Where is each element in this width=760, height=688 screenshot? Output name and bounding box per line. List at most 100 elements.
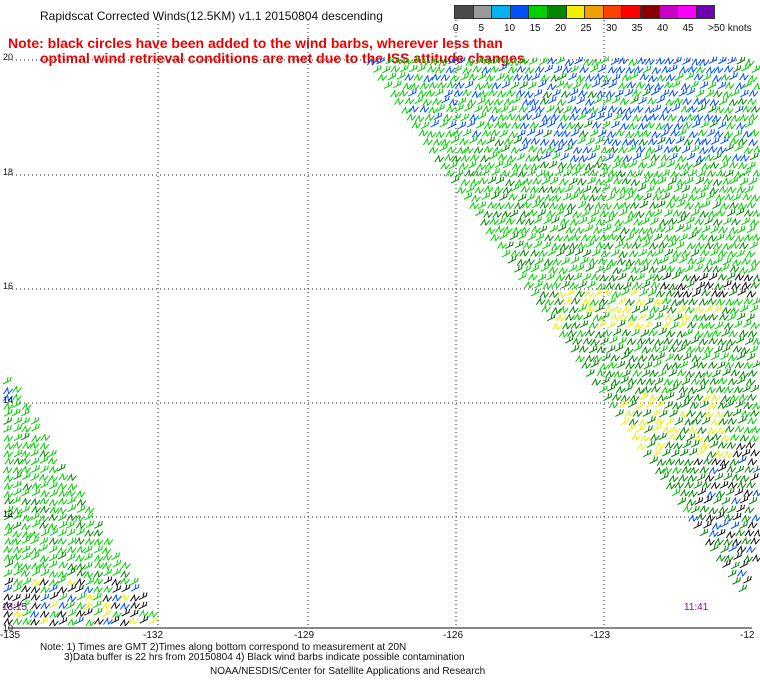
- wind-barb: [442, 113, 453, 122]
- wind-barb: [729, 433, 740, 441]
- wind-barb: [456, 146, 467, 154]
- wind-barb: [730, 368, 741, 377]
- wind-barb: [587, 177, 596, 185]
- wind-barb: [668, 153, 678, 161]
- wind-barb: [741, 281, 752, 289]
- wind-barb: [693, 481, 703, 489]
- wind-barb: [12, 545, 23, 554]
- wind-barb: [694, 241, 705, 250]
- wind-barb: [753, 144, 760, 153]
- wind-barb: [650, 344, 661, 353]
- wind-barb: [129, 577, 139, 586]
- wind-barb: [677, 154, 687, 163]
- wind-barb: [408, 88, 417, 97]
- wind-barb: [530, 264, 540, 273]
- wind-barb: [676, 392, 686, 401]
- wind-barb: [112, 610, 122, 618]
- attitude-note-line-2: optimal wind retrieval conditions are me…: [40, 50, 529, 66]
- longitude-labels: -135 -132 -129 -126 -123 -12: [0, 630, 755, 641]
- wind-barb: [745, 377, 756, 386]
- wind-barb: [21, 545, 31, 553]
- wind-barb: [611, 73, 621, 82]
- wind-barb: [678, 320, 687, 328]
- wind-barb: [493, 185, 504, 194]
- wind-barb: [744, 185, 754, 194]
- wind-barbs: [2, 55, 760, 627]
- wind-barb: [453, 89, 464, 97]
- wind-barb: [3, 617, 14, 625]
- wind-barb: [699, 528, 709, 537]
- wind-barb: [717, 440, 728, 449]
- wind-barb: [718, 185, 729, 193]
- wind-barb: [506, 112, 517, 121]
- wind-barb: [551, 216, 560, 224]
- wind-barb: [547, 56, 557, 65]
- wind-barb: [651, 408, 661, 417]
- wind-barb: [716, 361, 726, 370]
- wind-barb: [664, 441, 675, 449]
- wind-barb: [701, 225, 711, 233]
- wind-barb: [673, 353, 684, 361]
- wind-barb: [538, 249, 549, 257]
- wind-barb: [83, 561, 93, 570]
- wind-barb: [591, 144, 601, 153]
- wind-barb: [642, 88, 651, 97]
- wind-barb: [501, 249, 511, 258]
- wind-barb: [710, 137, 720, 145]
- wind-barb: [638, 226, 649, 235]
- wind-barb: [744, 120, 754, 128]
- wind-barb: [730, 521, 740, 530]
- wind-barb: [688, 169, 697, 177]
- wind-barb: [13, 424, 23, 432]
- wind-barb: [448, 161, 458, 170]
- wind-barb: [535, 233, 545, 241]
- wind-barb: [653, 273, 663, 282]
- wind-barb: [466, 185, 475, 193]
- wind-barb: [487, 201, 498, 209]
- wind-barb: [634, 169, 643, 178]
- wind-barb: [750, 281, 760, 289]
- wind-barb: [611, 161, 621, 169]
- wind-barb: [675, 266, 686, 274]
- wind-barb: [597, 129, 607, 138]
- wind-barb: [663, 80, 674, 89]
- wind-barb: [547, 96, 557, 104]
- wind-barb: [513, 136, 523, 144]
- wind-barb: [620, 376, 629, 384]
- wind-barb: [93, 528, 104, 537]
- wind-barb: [688, 231, 697, 240]
- wind-barb: [475, 56, 485, 65]
- wind-barb: [633, 343, 643, 352]
- wind-barb: [735, 335, 745, 344]
- wind-barb: [539, 97, 550, 105]
- wind-barb: [660, 472, 669, 481]
- wind-barb: [661, 192, 671, 201]
- wind-barb: [560, 152, 569, 161]
- wind-barb: [713, 282, 724, 291]
- wind-barb: [721, 306, 732, 314]
- wind-barb: [682, 97, 692, 105]
- wind-barb: [693, 97, 703, 105]
- wind-barb: [702, 393, 711, 402]
- legend-label: 20: [555, 23, 567, 34]
- wind-barb: [658, 240, 669, 249]
- wind-barb: [600, 145, 611, 154]
- wind-barb: [716, 528, 726, 537]
- wind-barb: [632, 152, 642, 161]
- wind-barb: [58, 489, 69, 497]
- wind-barb: [488, 114, 498, 122]
- wind-barb: [75, 616, 84, 625]
- wind-barb: [669, 256, 678, 265]
- wind-barb: [101, 546, 112, 555]
- wind-barb: [690, 80, 699, 89]
- wind-barb: [611, 138, 622, 147]
- wind-barb: [599, 169, 609, 177]
- wind-barb: [472, 65, 483, 73]
- wind-barb: [642, 257, 652, 266]
- wind-barb: [584, 98, 595, 106]
- wind-barb: [600, 312, 610, 320]
- wind-barb: [709, 161, 720, 169]
- wind-barb: [613, 154, 624, 163]
- wind-barb: [682, 57, 691, 65]
- wind-barb: [682, 121, 693, 130]
